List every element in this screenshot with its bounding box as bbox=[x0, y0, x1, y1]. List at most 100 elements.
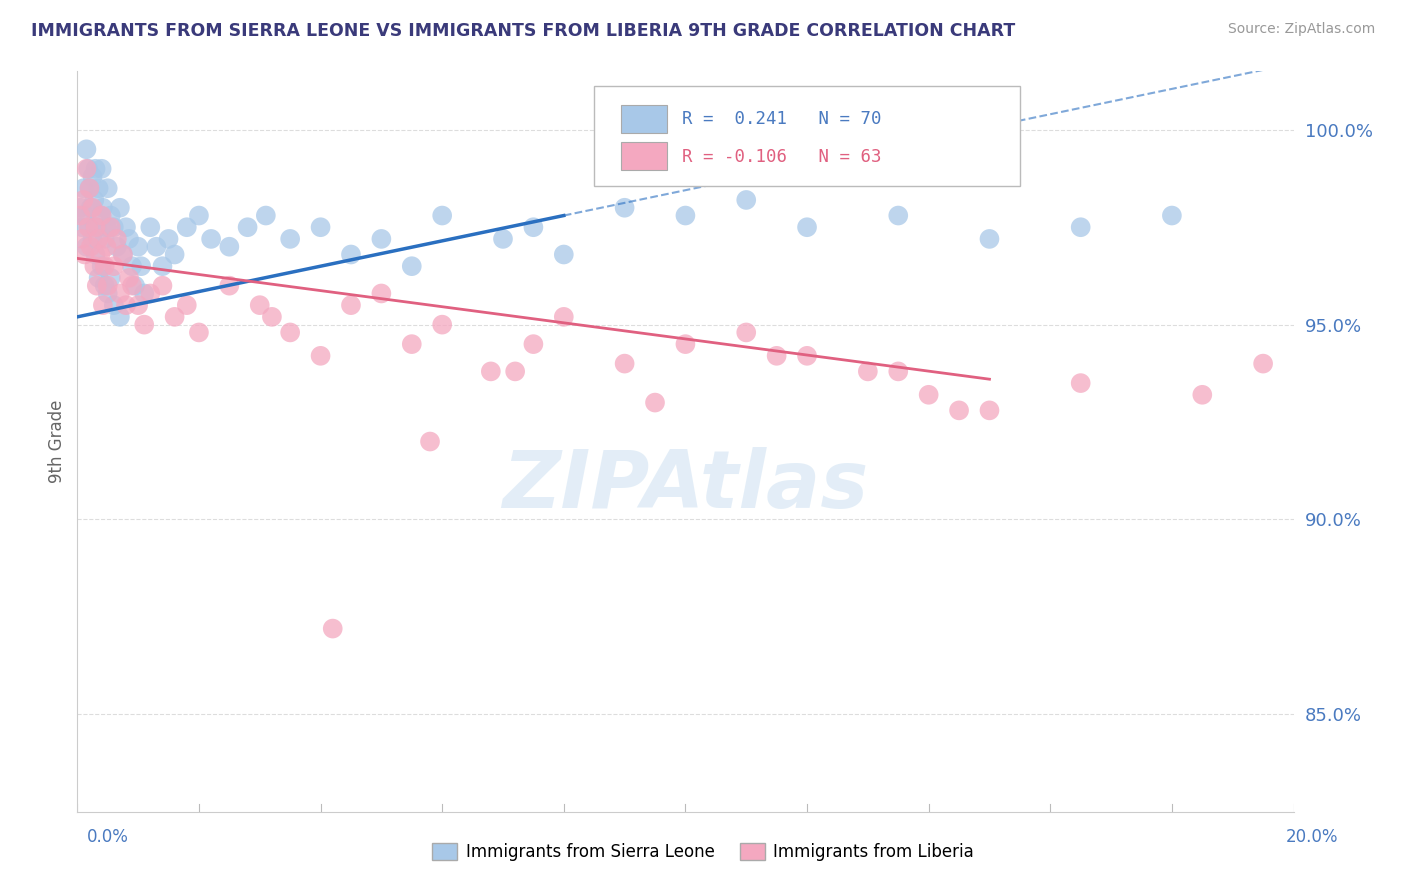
Y-axis label: 9th Grade: 9th Grade bbox=[48, 400, 66, 483]
Point bbox=[70, 232, 93, 246]
Point bbox=[340, 247, 363, 261]
Point bbox=[370, 286, 392, 301]
Point bbox=[82, 169, 104, 184]
Point bbox=[1070, 220, 1092, 235]
Point bbox=[370, 232, 392, 246]
Point bbox=[82, 232, 104, 246]
Point bbox=[322, 622, 344, 636]
Point bbox=[115, 220, 138, 235]
Point bbox=[80, 201, 103, 215]
Point bbox=[236, 220, 259, 235]
Point bbox=[75, 142, 97, 156]
Point bbox=[613, 201, 636, 215]
Point bbox=[86, 220, 108, 235]
Point bbox=[72, 193, 94, 207]
Point bbox=[278, 232, 301, 246]
Point bbox=[103, 220, 125, 235]
Point bbox=[522, 337, 544, 351]
Point bbox=[100, 271, 122, 285]
Point bbox=[83, 193, 105, 207]
Point bbox=[90, 209, 112, 223]
Point bbox=[887, 209, 910, 223]
Text: 0.0%: 0.0% bbox=[87, 828, 129, 846]
Point bbox=[121, 259, 143, 273]
Point bbox=[108, 201, 131, 215]
Bar bbox=[621, 142, 668, 169]
Point bbox=[97, 286, 120, 301]
Point bbox=[103, 298, 125, 312]
Point bbox=[644, 395, 666, 409]
Point bbox=[188, 209, 211, 223]
Point bbox=[77, 161, 100, 176]
Point bbox=[97, 278, 120, 293]
Point bbox=[735, 193, 758, 207]
Point bbox=[1191, 388, 1213, 402]
Point bbox=[675, 337, 697, 351]
Point bbox=[93, 232, 115, 246]
Point bbox=[309, 349, 332, 363]
Point bbox=[83, 259, 105, 273]
Text: R = -0.106   N = 63: R = -0.106 N = 63 bbox=[682, 147, 882, 166]
Point bbox=[260, 310, 283, 324]
Point bbox=[87, 271, 110, 285]
Point bbox=[856, 364, 879, 378]
Point bbox=[948, 403, 970, 417]
Point bbox=[118, 232, 141, 246]
Point bbox=[1161, 209, 1184, 223]
Point bbox=[79, 181, 101, 195]
Point bbox=[430, 209, 453, 223]
Point bbox=[218, 278, 240, 293]
Point bbox=[522, 220, 544, 235]
Point bbox=[111, 247, 134, 261]
Point bbox=[134, 286, 156, 301]
Point bbox=[163, 247, 186, 261]
Point bbox=[105, 240, 128, 254]
Point bbox=[108, 286, 131, 301]
Point bbox=[69, 201, 91, 215]
Point bbox=[1251, 357, 1274, 371]
Point bbox=[72, 181, 94, 195]
Point bbox=[89, 209, 111, 223]
Point bbox=[100, 209, 122, 223]
Point bbox=[91, 298, 114, 312]
Point bbox=[105, 232, 128, 246]
Point bbox=[73, 209, 96, 223]
Bar bbox=[621, 104, 668, 133]
Point bbox=[84, 220, 107, 235]
Point bbox=[103, 259, 125, 273]
Point bbox=[188, 326, 211, 340]
Point bbox=[89, 247, 111, 261]
Point bbox=[97, 181, 120, 195]
Point bbox=[115, 298, 138, 312]
Point bbox=[401, 259, 423, 273]
Point bbox=[157, 232, 180, 246]
Text: IMMIGRANTS FROM SIERRA LEONE VS IMMIGRANTS FROM LIBERIA 9TH GRADE CORRELATION CH: IMMIGRANTS FROM SIERRA LEONE VS IMMIGRAN… bbox=[31, 22, 1015, 40]
FancyBboxPatch shape bbox=[595, 87, 1019, 186]
Point bbox=[176, 220, 198, 235]
Point bbox=[69, 209, 91, 223]
Point bbox=[87, 232, 110, 246]
Point bbox=[340, 298, 363, 312]
Point bbox=[675, 209, 697, 223]
Point bbox=[979, 403, 1001, 417]
Point bbox=[735, 326, 758, 340]
Point bbox=[200, 232, 222, 246]
Point bbox=[492, 232, 515, 246]
Point bbox=[163, 310, 186, 324]
Point bbox=[82, 201, 104, 215]
Point bbox=[613, 357, 636, 371]
Point bbox=[430, 318, 453, 332]
Text: ZIPAtlas: ZIPAtlas bbox=[502, 447, 869, 525]
Point bbox=[111, 247, 134, 261]
Point bbox=[129, 259, 152, 273]
Point bbox=[796, 349, 818, 363]
Point bbox=[84, 161, 107, 176]
Point bbox=[134, 318, 156, 332]
Point bbox=[77, 220, 100, 235]
Point bbox=[553, 247, 575, 261]
Point bbox=[152, 259, 174, 273]
Point bbox=[96, 240, 118, 254]
Point bbox=[979, 232, 1001, 246]
Point bbox=[309, 220, 332, 235]
Point bbox=[96, 220, 118, 235]
